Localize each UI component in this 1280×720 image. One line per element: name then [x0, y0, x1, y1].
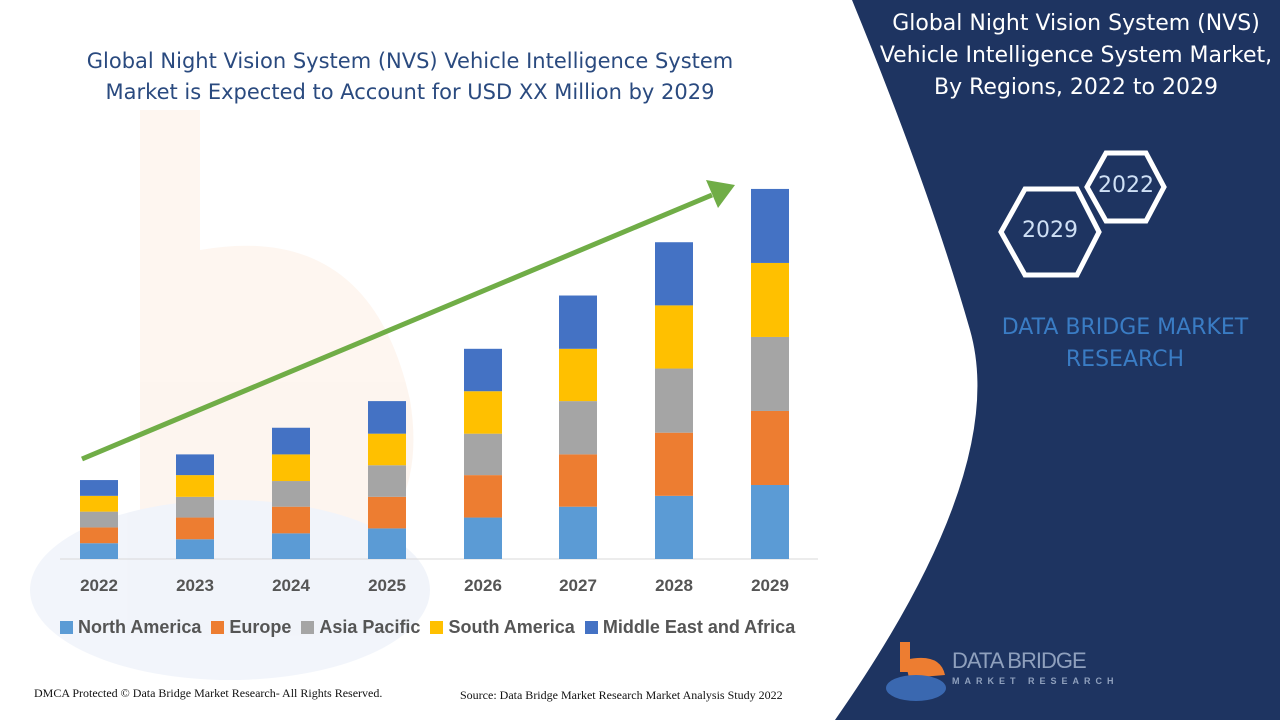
bar-2028-asia-pacific — [655, 368, 693, 433]
logo-text: DATA BRIDGE — [952, 648, 1087, 673]
bar-2029-north-america — [751, 484, 789, 559]
x-tick-label: 2029 — [751, 576, 789, 595]
legend-swatch — [430, 621, 444, 634]
logo-mark — [886, 642, 946, 701]
bar-2022-europe — [80, 527, 118, 544]
bar-2025-north-america — [368, 528, 406, 559]
legend-swatch — [301, 621, 315, 634]
bar-2024-south-america — [272, 454, 310, 482]
legend-swatch — [584, 621, 598, 634]
bar-2028-north-america — [655, 495, 693, 559]
bar-2025-middle-east-and-africa — [368, 401, 406, 434]
side-title-line-2: Vehicle Intelligence System Market, — [879, 43, 1273, 68]
legend-item: South America — [430, 617, 575, 638]
page-title: Global Night Vision System (NVS) Vehicle… — [60, 46, 760, 108]
legend-item: Asia Pacific — [301, 617, 420, 638]
bar-2027-middle-east-and-africa — [559, 295, 597, 349]
bar-2023-asia-pacific — [176, 496, 214, 518]
hexagon-2022 — [1084, 150, 1167, 224]
brand-text: DATA BRIDGE MARKET RESEARCH — [980, 312, 1270, 376]
bar-2024-asia-pacific — [272, 481, 310, 507]
bar-2028-middle-east-and-africa — [655, 242, 693, 306]
bar-2026-north-america — [464, 517, 502, 559]
bar-2026-south-america — [464, 391, 502, 434]
hex-label-2022: 2022 — [1098, 173, 1154, 198]
trend-arrow — [81, 180, 735, 462]
hexagon-2029 — [998, 186, 1102, 278]
bar-2029-asia-pacific — [751, 336, 789, 411]
x-tick-label: 2022 — [80, 576, 118, 595]
x-tick-label: 2025 — [368, 576, 406, 595]
bar-2024-north-america — [272, 533, 310, 559]
bar-2022-middle-east-and-africa — [80, 480, 118, 496]
legend-label: Europe — [229, 617, 292, 637]
title-line-2: Market is Expected to Account for USD XX… — [105, 80, 715, 104]
x-tick-label: 2024 — [272, 576, 310, 595]
bar-2029-middle-east-and-africa — [751, 188, 789, 263]
bar-2023-europe — [176, 517, 214, 540]
x-tick-label: 2028 — [655, 576, 693, 595]
legend-item: North America — [60, 617, 201, 638]
bar-2025-asia-pacific — [368, 465, 406, 497]
bar-2027-north-america — [559, 506, 597, 559]
bar-2022-north-america — [80, 543, 118, 559]
brand-line-2: RESEARCH — [1065, 347, 1185, 372]
side-panel — [835, 0, 1280, 720]
bar-2022-south-america — [80, 495, 118, 512]
legend-label: North America — [78, 617, 202, 637]
legend-label: South America — [448, 617, 575, 637]
x-tick-label: 2023 — [176, 576, 214, 595]
bar-2026-asia-pacific — [464, 433, 502, 476]
legend-item: Europe — [211, 617, 291, 638]
brand-line-1: DATA BRIDGE MARKET — [1001, 315, 1249, 340]
legend-item: Middle East and Africa — [584, 617, 796, 638]
bar-2025-south-america — [368, 433, 406, 466]
x-tick-label: 2026 — [464, 576, 502, 595]
side-title-line-3: By Regions, 2022 to 2029 — [934, 75, 1218, 100]
legend-label: Middle East and Africa — [602, 617, 796, 637]
bar-2023-south-america — [176, 475, 214, 497]
logo-subtext: MARKET RESEARCH — [952, 676, 1119, 686]
bar-2022-asia-pacific — [80, 511, 118, 528]
hex-label-2029: 2029 — [1022, 218, 1078, 243]
bar-2023-middle-east-and-africa — [176, 454, 214, 476]
bar-2027-asia-pacific — [559, 401, 597, 455]
bar-2029-europe — [751, 410, 789, 485]
bar-2024-middle-east-and-africa — [272, 427, 310, 455]
bar-2027-south-america — [559, 348, 597, 402]
side-panel-title: Global Night Vision System (NVS) Vehicle… — [878, 8, 1274, 104]
legend: North America Europe Asia Pacific South Ame… — [60, 617, 795, 638]
bar-2028-europe — [655, 432, 693, 496]
bar-2028-south-america — [655, 305, 693, 369]
copyright-text: DMCA Protected © Data Bridge Market Rese… — [34, 686, 383, 700]
title-line-1: Global Night Vision System (NVS) Vehicle… — [86, 49, 734, 73]
legend-label: Asia Pacific — [319, 617, 421, 637]
x-tick-label: 2027 — [559, 576, 597, 595]
bar-2024-europe — [272, 506, 310, 534]
bar-2029-south-america — [751, 262, 789, 337]
source-text: Source: Data Bridge Market Research Mark… — [460, 688, 783, 702]
bar-2025-europe — [368, 496, 406, 529]
side-title-line-1: Global Night Vision System (NVS) — [892, 11, 1260, 36]
legend-swatch — [211, 621, 225, 634]
legend-swatch — [60, 621, 73, 634]
bar-2026-europe — [464, 475, 502, 518]
bar-2027-europe — [559, 454, 597, 507]
bar-2023-north-america — [176, 539, 214, 559]
bar-2026-middle-east-and-africa — [464, 348, 502, 392]
bars-group — [80, 188, 789, 559]
